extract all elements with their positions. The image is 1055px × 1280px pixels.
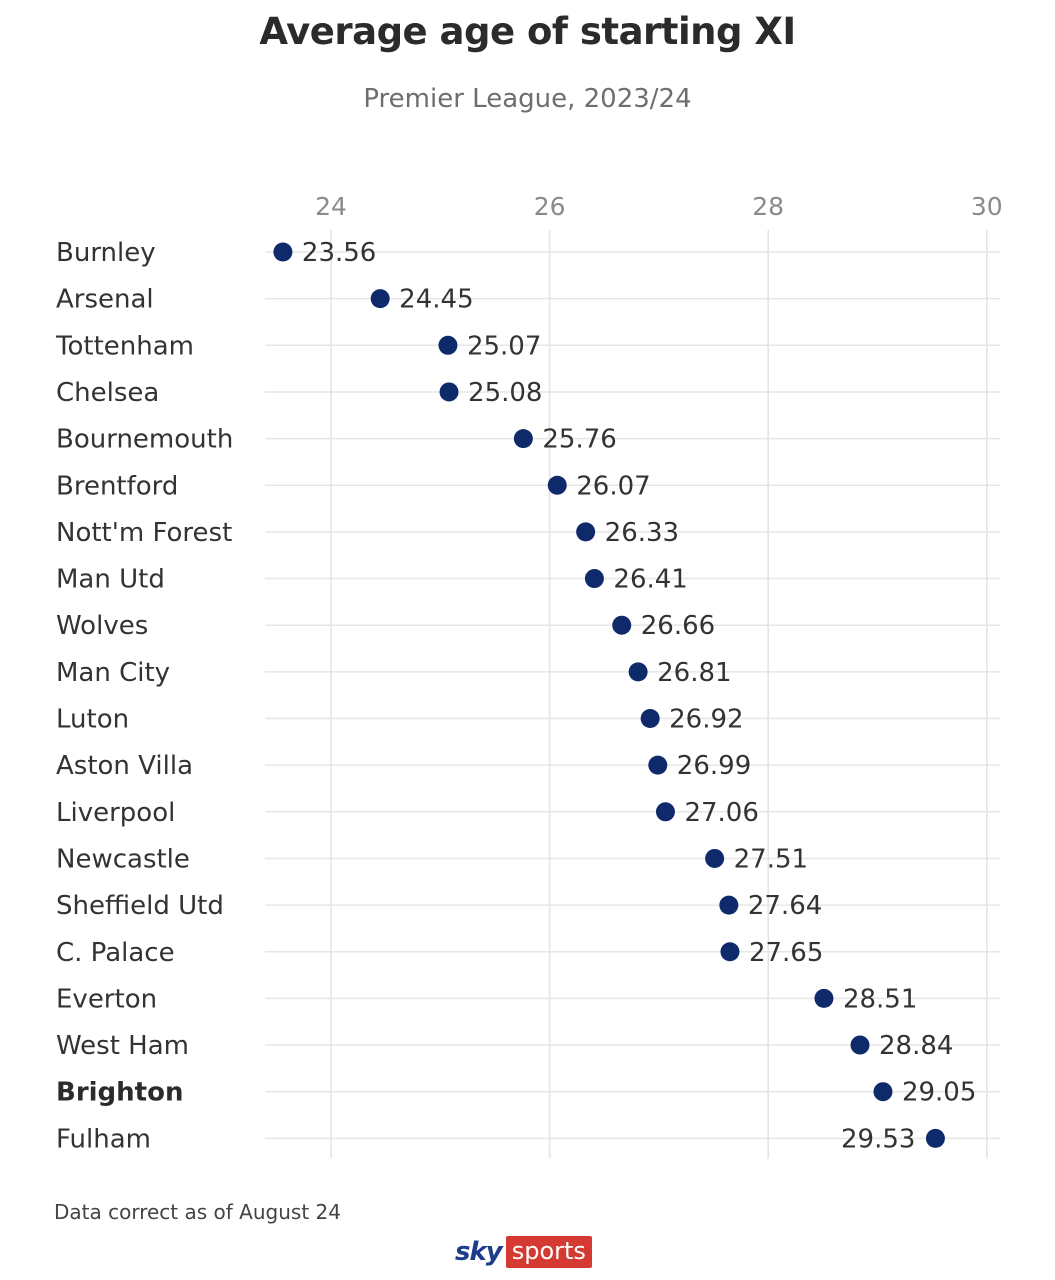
team-label: Everton [56, 984, 157, 1014]
team-label: Sheffield Utd [56, 891, 224, 921]
data-point [719, 895, 739, 915]
data-point [547, 475, 567, 495]
data-label: 26.41 [613, 565, 687, 595]
data-point [513, 429, 533, 449]
data-label: 26.66 [641, 611, 715, 641]
data-point [370, 289, 390, 309]
data-point [628, 662, 648, 682]
data-label: 29.53 [841, 1124, 915, 1154]
data-label: 25.76 [542, 425, 616, 455]
data-footnote: Data correct as of August 24 [54, 1200, 341, 1224]
x-tick-label: 30 [971, 192, 1003, 221]
data-label: 26.81 [657, 658, 731, 688]
team-label: Burnley [56, 238, 156, 268]
data-label: 28.51 [843, 984, 917, 1014]
dot-plot: 24 26 28 30 Burnley Arsenal Tottenham Chelsea Bo… [55, 192, 1003, 1159]
data-point [705, 848, 725, 868]
data-label: 27.51 [734, 844, 808, 874]
sky-sports-logo: sky sports [455, 1236, 592, 1268]
team-label: Liverpool [56, 798, 175, 828]
team-label: Newcastle [56, 844, 190, 874]
data-label: 25.07 [467, 331, 541, 361]
team-label: Fulham [56, 1124, 151, 1154]
data-label: 23.56 [302, 238, 376, 268]
team-label: Wolves [56, 611, 148, 641]
data-point [873, 1082, 893, 1102]
data-point [438, 335, 458, 355]
data-label: 24.45 [399, 285, 473, 315]
data-point [720, 942, 740, 962]
data-point [640, 709, 660, 728]
data-label: 26.33 [605, 518, 679, 548]
chart-subtitle: Premier League, 2023/24 [363, 84, 692, 114]
logo-sky-text: sky [455, 1237, 503, 1267]
data-point [273, 242, 293, 262]
x-tick-label: 24 [315, 192, 347, 221]
data-label: 27.65 [749, 938, 823, 968]
data-label: 28.84 [879, 1031, 953, 1061]
data-point [612, 615, 632, 635]
data-label: 27.06 [684, 798, 758, 828]
team-label: Brentford [56, 471, 178, 501]
team-label: Nott'm Forest [56, 518, 232, 548]
x-tick-label: 28 [752, 192, 784, 221]
team-label: Luton [56, 705, 129, 735]
data-label: 26.92 [669, 705, 743, 735]
team-label: C. Palace [56, 938, 175, 968]
data-point [576, 522, 596, 542]
team-label: Tottenham [55, 331, 194, 361]
data-label: 26.07 [576, 471, 650, 501]
data-point [648, 755, 668, 775]
data-label: 25.08 [468, 378, 542, 408]
team-label: Man City [56, 658, 170, 688]
data-point [655, 802, 675, 822]
data-label: 27.64 [748, 891, 822, 921]
logo-sports-text: sports [505, 1236, 592, 1268]
team-label: West Ham [56, 1031, 189, 1061]
data-point [439, 382, 459, 402]
team-label: Brighton [56, 1078, 183, 1108]
x-tick-label: 26 [534, 192, 566, 221]
data-label: 29.05 [902, 1078, 976, 1108]
team-label: Man Utd [56, 565, 165, 595]
team-label: Arsenal [56, 285, 154, 315]
data-point [814, 988, 834, 1008]
data-label: 26.99 [677, 751, 751, 781]
data-point [925, 1128, 945, 1148]
team-label: Aston Villa [56, 751, 193, 781]
data-point [584, 569, 604, 589]
chart-title: Average age of starting XI [259, 10, 796, 53]
team-label: Bournemouth [56, 425, 233, 455]
team-label: Chelsea [56, 378, 159, 408]
data-point [850, 1035, 870, 1055]
